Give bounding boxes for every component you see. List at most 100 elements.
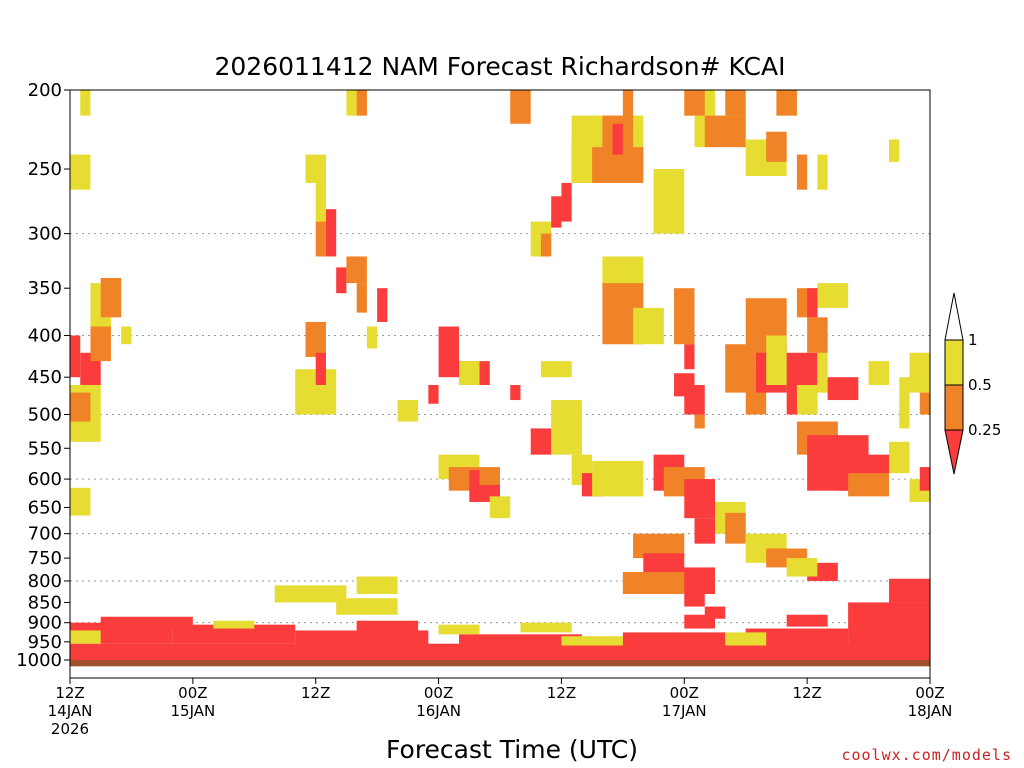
ri-cell-ri_lt_025 <box>848 602 930 646</box>
ri-cell-ri_025_05 <box>848 473 890 497</box>
y-axis: 200 250 300 350 400 450 500 550 600 650 700 7508008… <box>16 80 70 671</box>
x-tick-label: 12Z <box>55 684 84 702</box>
ri-cell-ri_025_05 <box>684 90 705 116</box>
ri-cell-ri_05_1 <box>725 632 767 646</box>
ri-cell-ri_lt_025 <box>295 630 429 646</box>
ri-cell-ri_05_1 <box>366 326 378 349</box>
ri-cell-ri_lt_025 <box>745 628 849 646</box>
legend-top-arrow <box>944 292 964 341</box>
ri-cell-ri_lt_025 <box>694 518 715 544</box>
x-tick-label: 18JAN <box>908 702 953 720</box>
ri-cell-ri_05_1 <box>889 139 900 162</box>
ri-cell-ri_025_05 <box>70 392 91 422</box>
x-tick-label: 15JAN <box>170 702 215 720</box>
ri-cell-ri_05_1 <box>889 441 910 474</box>
ri-cell-ri_lt_025 <box>919 467 930 491</box>
ri-cell-ri_05_1 <box>796 384 818 415</box>
ri-cell-ri_05_1 <box>274 585 347 603</box>
ri-cell-ri_lt_025 <box>551 196 562 228</box>
y-tick-label: 950 <box>28 632 62 653</box>
ri-cell-ri_lt_025 <box>684 479 715 519</box>
ri-cell-ri_05_1 <box>397 400 419 422</box>
ri-cell-ri_05_1 <box>561 636 623 646</box>
ri-cell-ri_025_05 <box>796 154 808 190</box>
ri-cell-ri_025_05 <box>622 90 634 124</box>
ri-cell-ri_05_1 <box>70 487 91 516</box>
ri-cell-ground <box>70 660 930 667</box>
ri-cell-ri_05_1 <box>540 361 572 378</box>
ri-cell-ri_025_05 <box>725 512 746 544</box>
legend-label: 0.25 <box>968 421 1001 439</box>
ri-cell-ri_lt_025 <box>684 344 695 370</box>
x-tick-label: 16JAN <box>416 702 461 720</box>
ri-cell-ri_lt_025 <box>889 578 930 603</box>
ri-cell-ri_025_05 <box>356 90 367 116</box>
ri-cell-ri_05_1 <box>121 326 132 345</box>
legend-swatch <box>944 339 964 386</box>
x-tick-label: 14JAN <box>48 702 93 720</box>
ri-cell-ri_025_05 <box>776 90 797 116</box>
ri-cell-ri_05_1 <box>70 630 101 644</box>
ri-cell-ri_025_05 <box>694 414 705 429</box>
y-tick-label: 700 <box>28 524 62 545</box>
y-tick-label: 550 <box>28 438 62 459</box>
ri-cell-ri_05_1 <box>633 307 664 345</box>
ri-cell-ri_lt_025 <box>377 288 388 322</box>
x-tick-label: 12Z <box>301 684 330 702</box>
y-tick-label: 200 <box>28 80 62 101</box>
ri-cell-ri_05_1 <box>653 169 685 234</box>
ri-cell-ri_05_1 <box>786 558 818 577</box>
ri-cell-ri_lt_025 <box>827 377 859 401</box>
ri-cell-ri_025_05 <box>766 131 787 162</box>
plot-area <box>69 89 931 679</box>
ri-cell-ri_lt_025 <box>684 589 705 607</box>
y-tick-label: 300 <box>28 224 62 245</box>
ri-cell-ri_05_1 <box>315 169 326 222</box>
heatmap-cells <box>70 90 930 667</box>
ri-cell-ri_lt_025 <box>100 616 193 629</box>
y-tick-label: 500 <box>28 405 62 426</box>
ri-cell-ri_05_1 <box>356 576 398 595</box>
ri-cell-ri_05_1 <box>899 377 910 429</box>
x-tick-label: 17JAN <box>662 702 707 720</box>
legend-label: 0.5 <box>968 376 992 394</box>
ri-cell-ri_025_05 <box>674 288 695 345</box>
x-tick-label: 2026 <box>51 720 89 738</box>
ri-cell-ri_lt_025 <box>684 384 705 415</box>
ri-cell-ri_lt_025 <box>172 624 296 644</box>
legend-swatch <box>944 384 964 431</box>
ri-cell-ri_lt_025 <box>70 643 930 660</box>
ri-cell-ri_lt_025 <box>428 384 439 404</box>
ri-cell-ri_lt_025 <box>459 634 582 646</box>
ri-cell-ri_05_1 <box>602 256 644 289</box>
y-tick-label: 600 <box>28 469 62 490</box>
ri-cell-ri_lt_025 <box>70 335 81 378</box>
ri-cell-ri_lt_025 <box>530 428 552 455</box>
ri-cell-ri_05_1 <box>592 460 644 497</box>
y-tick-label: 850 <box>28 592 62 613</box>
ri-cell-ri_05_1 <box>336 598 398 615</box>
ri-cell-ri_lt_025 <box>325 209 337 257</box>
ri-cell-ri_025_05 <box>704 115 746 148</box>
ri-cell-ri_lt_025 <box>704 606 726 619</box>
y-tick-label: 450 <box>28 367 62 388</box>
y-tick-label: 250 <box>28 159 62 180</box>
y-tick-label: 1000 <box>16 650 62 671</box>
x-tick-label: 12Z <box>792 684 821 702</box>
ri-cell-ri_025_05 <box>540 233 552 257</box>
ri-cell-ri_025_05 <box>919 392 930 415</box>
ri-cell-ri_lt_025 <box>315 352 326 385</box>
ri-cell-ri_05_1 <box>817 344 828 393</box>
ri-cell-ri_05_1 <box>817 283 849 308</box>
y-tick-label: 900 <box>28 613 62 634</box>
ri-cell-ri_05_1 <box>551 400 582 455</box>
ri-cell-ri_025_05 <box>356 283 367 313</box>
ri-cell-ri_025_05 <box>305 321 326 357</box>
legend-label: 1 <box>968 331 978 349</box>
ri-cell-ri_lt_025 <box>336 267 347 294</box>
ri-cell-ri_025_05 <box>90 326 111 362</box>
ri-cell-ri_05_1 <box>868 361 890 385</box>
y-tick-label: 800 <box>28 571 62 592</box>
x-axis-label: Forecast Time (UTC) <box>386 735 638 764</box>
chart-title: 2026011412 NAM Forecast Richardson# KCAI <box>214 52 785 81</box>
